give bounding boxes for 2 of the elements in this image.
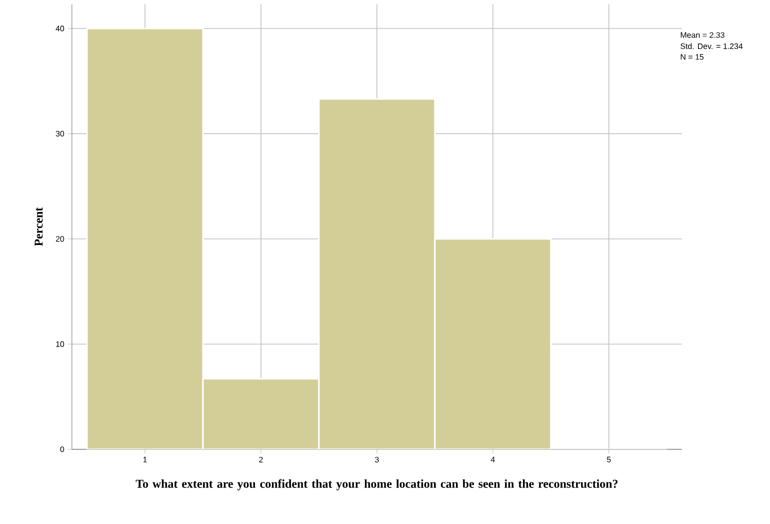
x-axis-title: To what extent are you confident that your home location can be seen in the reconstruction? (136, 479, 618, 490)
y-axis-title: Percent (34, 207, 43, 246)
